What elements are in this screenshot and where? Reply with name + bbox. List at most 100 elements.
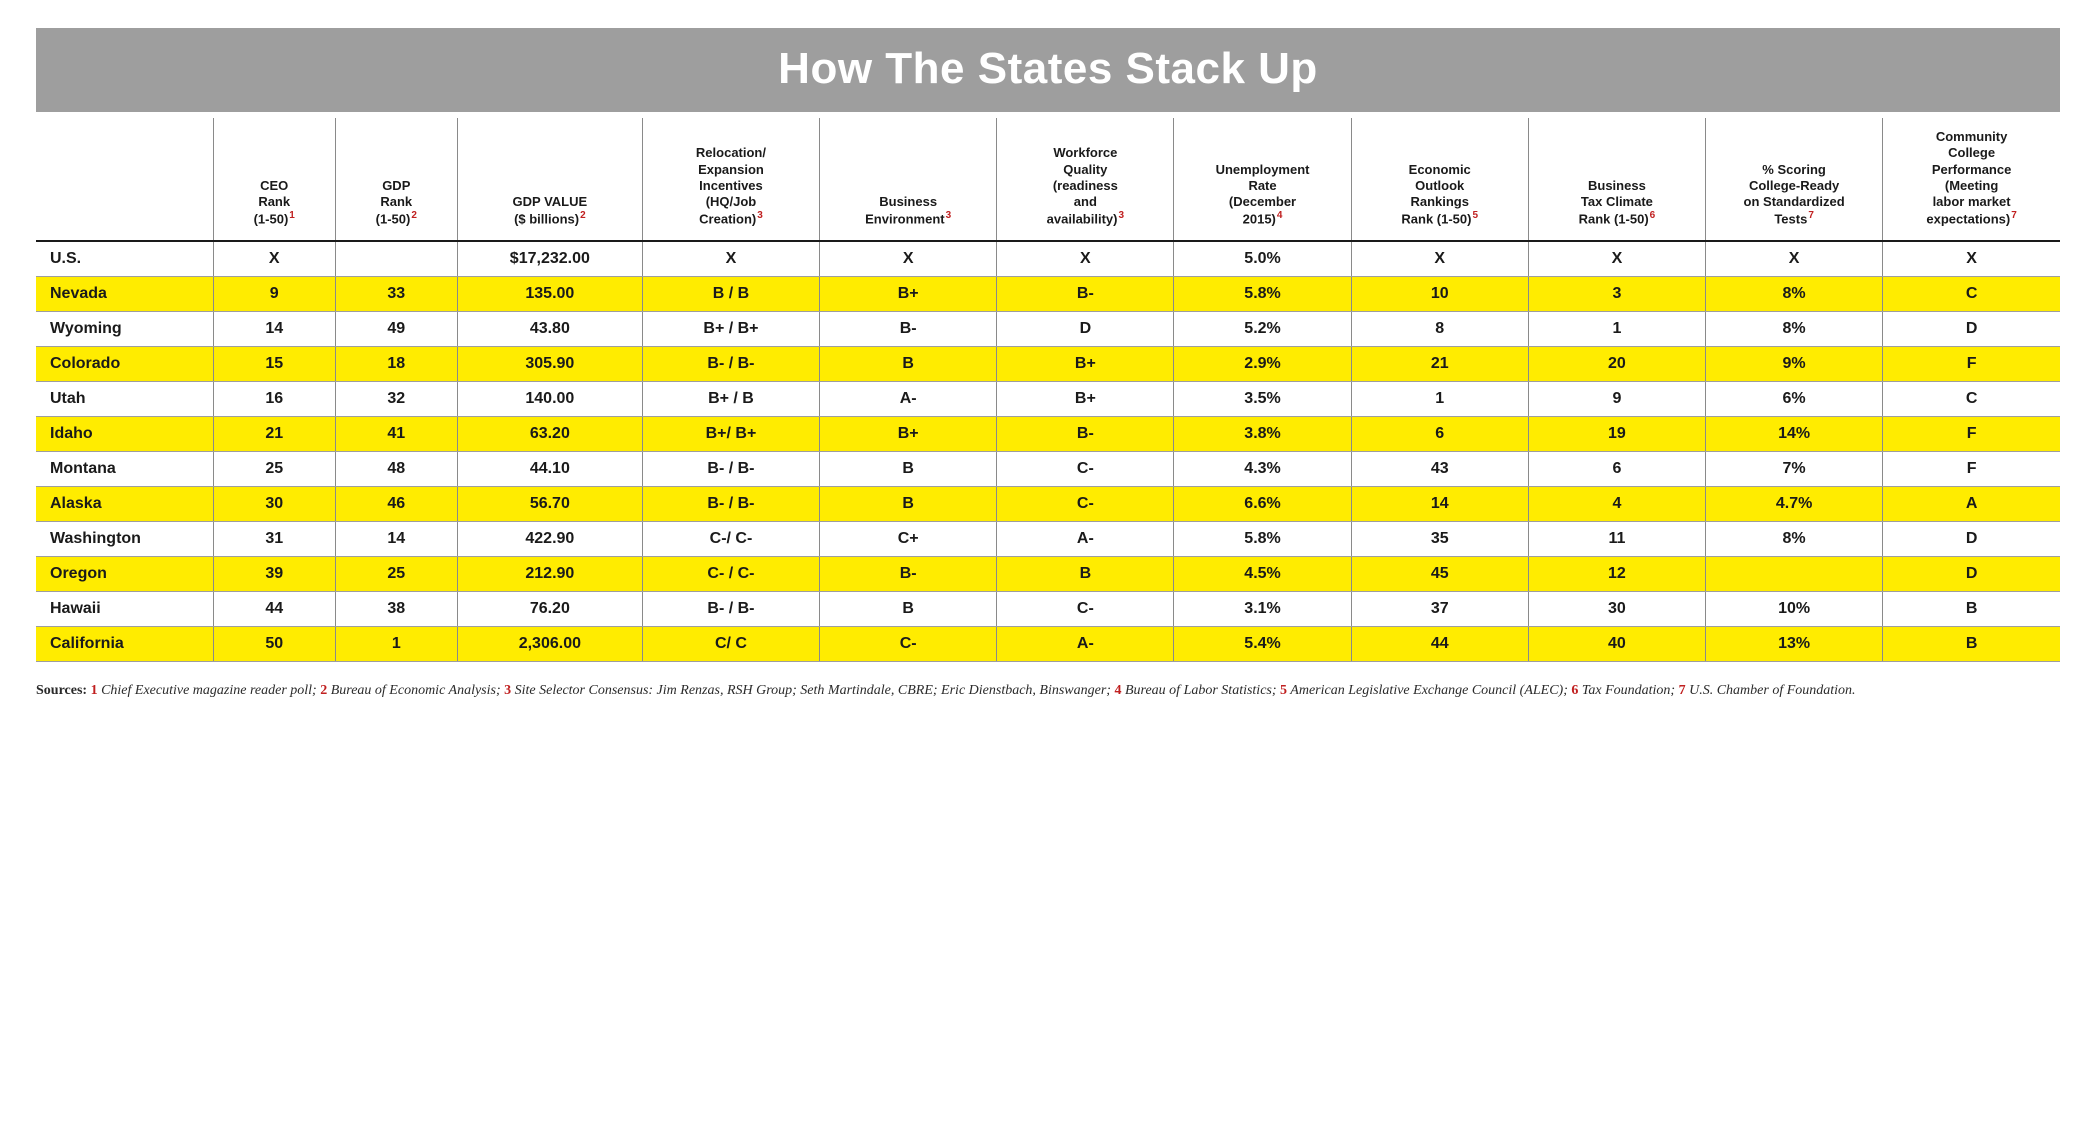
data-cell: 44 — [1351, 626, 1528, 661]
data-cell: 44 — [213, 591, 335, 626]
footnote-ref: 6 — [1650, 210, 1656, 221]
table-row: Hawaii443876.20B- / B-BC-3.1%373010%B — [36, 591, 2060, 626]
data-cell: X — [642, 241, 819, 277]
table-row: Wyoming144943.80B+ / B+B-D5.2%818%D — [36, 311, 2060, 346]
source-number: 1 — [91, 683, 98, 698]
data-cell: 1 — [335, 626, 457, 661]
source-number: 3 — [504, 683, 511, 698]
data-cell — [335, 241, 457, 277]
data-cell: 6% — [1706, 381, 1883, 416]
footnote-ref: 7 — [1808, 210, 1814, 221]
data-cell: 44.10 — [457, 451, 642, 486]
data-cell: D — [1883, 521, 2060, 556]
data-cell: 422.90 — [457, 521, 642, 556]
footnote-ref: 3 — [757, 210, 763, 221]
data-cell: B — [820, 486, 997, 521]
data-cell: B- — [820, 556, 997, 591]
data-cell: 20 — [1528, 346, 1705, 381]
data-cell: 4 — [1528, 486, 1705, 521]
footnote-ref: 3 — [1118, 210, 1124, 221]
table-row: Colorado1518305.90B- / B-BB+2.9%21209%F — [36, 346, 2060, 381]
data-cell: 33 — [335, 276, 457, 311]
col-header-label: WorkforceQuality(readinessandavailabilit… — [1047, 145, 1118, 226]
state-name-cell: Wyoming — [36, 311, 213, 346]
col-header-label: CEORank(1-50) — [254, 178, 291, 227]
state-name-cell: Idaho — [36, 416, 213, 451]
table-row: Washington3114422.90C-/ C-C+A-5.8%35118%… — [36, 521, 2060, 556]
data-cell: D — [997, 311, 1174, 346]
states-table: CEORank(1-50)1GDPRank(1-50)2GDP VALUE($ … — [36, 118, 2060, 662]
data-cell: F — [1883, 451, 2060, 486]
data-cell: 2,306.00 — [457, 626, 642, 661]
data-cell: B — [1883, 626, 2060, 661]
data-cell: 10% — [1706, 591, 1883, 626]
col-header: EconomicOutlookRankingsRank (1-50)5 — [1351, 119, 1528, 241]
data-cell: 48 — [335, 451, 457, 486]
data-cell: B — [820, 591, 997, 626]
data-cell: 43 — [1351, 451, 1528, 486]
data-cell: B+ — [820, 416, 997, 451]
data-cell: 6 — [1351, 416, 1528, 451]
data-cell: 5.0% — [1174, 241, 1351, 277]
data-cell: 3.8% — [1174, 416, 1351, 451]
data-cell: D — [1883, 311, 2060, 346]
data-cell: 6.6% — [1174, 486, 1351, 521]
data-cell: B+ — [997, 381, 1174, 416]
data-cell: B+ / B+ — [642, 311, 819, 346]
data-cell: $17,232.00 — [457, 241, 642, 277]
data-cell: 5.8% — [1174, 521, 1351, 556]
data-cell: X — [1706, 241, 1883, 277]
col-header-label: Relocation/ExpansionIncentives(HQ/JobCre… — [696, 145, 766, 226]
col-header: BusinessEnvironment3 — [820, 119, 997, 241]
source-number: 2 — [320, 683, 327, 698]
col-header: % ScoringCollege-Readyon StandardizedTes… — [1706, 119, 1883, 241]
data-cell: 212.90 — [457, 556, 642, 591]
data-cell: X — [997, 241, 1174, 277]
col-header-label: GDP VALUE($ billions) — [513, 194, 588, 227]
data-cell: 140.00 — [457, 381, 642, 416]
data-cell: A — [1883, 486, 2060, 521]
table-row: Nevada933135.00B / BB+B-5.8%1038%C — [36, 276, 2060, 311]
col-header-label: GDPRank(1-50) — [376, 178, 413, 227]
sources-lead: Sources: — [36, 683, 91, 698]
source-text: U.S. Chamber of Foundation. — [1689, 683, 1855, 698]
data-cell: 4.5% — [1174, 556, 1351, 591]
data-cell: C-/ C- — [642, 521, 819, 556]
data-cell: F — [1883, 346, 2060, 381]
col-header: UnemploymentRate(December2015)4 — [1174, 119, 1351, 241]
data-cell: F — [1883, 416, 2060, 451]
footnote-ref: 7 — [2011, 210, 2017, 221]
col-header: CommunityCollegePerformance(Meetinglabor… — [1883, 119, 2060, 241]
state-name-cell: U.S. — [36, 241, 213, 277]
col-header: GDP VALUE($ billions)2 — [457, 119, 642, 241]
data-cell: B — [997, 556, 1174, 591]
table-row: U.S.X$17,232.00XXX5.0%XXXX — [36, 241, 2060, 277]
data-cell: C — [1883, 276, 2060, 311]
data-cell: X — [213, 241, 335, 277]
table-row: Alaska304656.70B- / B-BC-6.6%1444.7%A — [36, 486, 2060, 521]
data-cell: C- — [997, 451, 1174, 486]
table-row: Montana254844.10B- / B-BC-4.3%4367%F — [36, 451, 2060, 486]
data-cell: 2.9% — [1174, 346, 1351, 381]
data-cell: 41 — [335, 416, 457, 451]
state-name-cell: Alaska — [36, 486, 213, 521]
data-cell: B- / B- — [642, 346, 819, 381]
data-cell: B / B — [642, 276, 819, 311]
data-cell: 30 — [1528, 591, 1705, 626]
state-name-cell: Oregon — [36, 556, 213, 591]
data-cell: 19 — [1528, 416, 1705, 451]
page-title: How The States Stack Up — [36, 28, 2060, 112]
data-cell: 8% — [1706, 311, 1883, 346]
col-header-label: CommunityCollegePerformance(Meetinglabor… — [1926, 129, 2011, 227]
data-cell: X — [820, 241, 997, 277]
data-cell: B- / B- — [642, 486, 819, 521]
data-cell: 14 — [213, 311, 335, 346]
col-header-label: BusinessEnvironment — [865, 194, 944, 227]
col-header: GDPRank(1-50)2 — [335, 119, 457, 241]
data-cell: X — [1883, 241, 2060, 277]
data-cell: 45 — [1351, 556, 1528, 591]
table-row: Oregon3925212.90C- / C-B-B4.5%4512D — [36, 556, 2060, 591]
data-cell: 6 — [1528, 451, 1705, 486]
data-cell: B- — [820, 311, 997, 346]
state-name-cell: Hawaii — [36, 591, 213, 626]
